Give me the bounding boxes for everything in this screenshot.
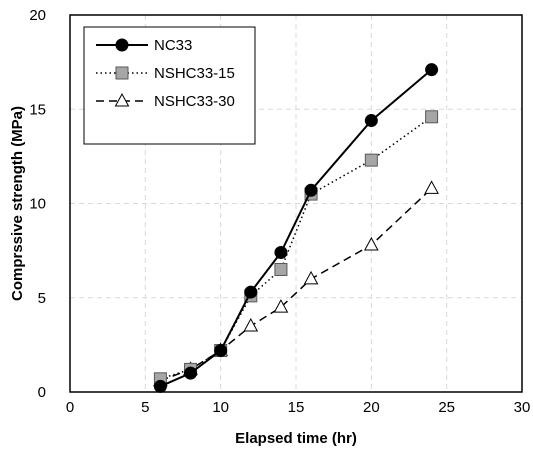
y-axis-label: Comprssive strength (MPa): [9, 106, 26, 301]
data-point-nc33: [364, 114, 378, 128]
x-tick-label: 25: [438, 399, 455, 416]
data-point-nshc33-30: [363, 236, 379, 251]
y-tick-label: 20: [29, 7, 46, 24]
y-tick-label: 0: [38, 384, 46, 401]
legend-item-nc33: NC33: [96, 37, 192, 54]
data-point-nshc33-30: [303, 270, 319, 285]
data-point-nshc33-15: [425, 110, 439, 124]
x-axis-label: Elapsed time (hr): [235, 430, 357, 447]
series-nc33: [153, 63, 439, 393]
legend-marker: [114, 92, 130, 107]
data-point-nshc33-30: [273, 299, 289, 313]
legend-marker: [115, 66, 129, 80]
data-point-nc33: [304, 183, 318, 197]
data-point-nc33: [184, 366, 198, 380]
data-point-nshc33-15: [364, 153, 378, 167]
data-point-nshc33-30: [424, 180, 439, 194]
y-tick-label: 15: [29, 101, 46, 118]
x-tick-label: 0: [66, 399, 74, 416]
y-tick-label: 5: [38, 290, 46, 307]
data-point-nc33: [153, 379, 167, 393]
legend-box: [83, 26, 256, 145]
y-tick-label: 10: [29, 196, 46, 213]
legend-label: NSHC33-15: [154, 65, 235, 82]
legend-label: NC33: [154, 37, 192, 54]
legend-item-nshc33-30: NSHC33-30: [96, 92, 235, 110]
series-line-nshc33-30: [160, 187, 433, 382]
data-point-nshc33-15: [274, 262, 288, 276]
legend-label: NSHC33-30: [154, 93, 235, 110]
legend-marker: [115, 38, 129, 52]
data-point-nc33: [425, 63, 439, 77]
series-layer: [153, 63, 439, 393]
data-point-nshc33-30: [243, 317, 259, 332]
data-point-nc33: [244, 285, 258, 299]
legend: NC33 NSHC33-15 NSHC33-30: [83, 26, 256, 145]
x-tick-label: 5: [141, 399, 149, 416]
data-point-nc33: [214, 344, 228, 358]
data-point-nc33: [274, 246, 288, 260]
tick-labels: 0 5 10 15 20 25 30 0 5 10 15 20: [29, 7, 530, 416]
x-tick-label: 20: [363, 399, 380, 416]
x-tick-label: 30: [514, 399, 531, 416]
x-tick-label: 15: [288, 399, 305, 416]
legend-item-nshc33-15: NSHC33-15: [96, 65, 235, 82]
x-tick-label: 10: [212, 399, 229, 416]
plot-frame: [69, 14, 523, 393]
